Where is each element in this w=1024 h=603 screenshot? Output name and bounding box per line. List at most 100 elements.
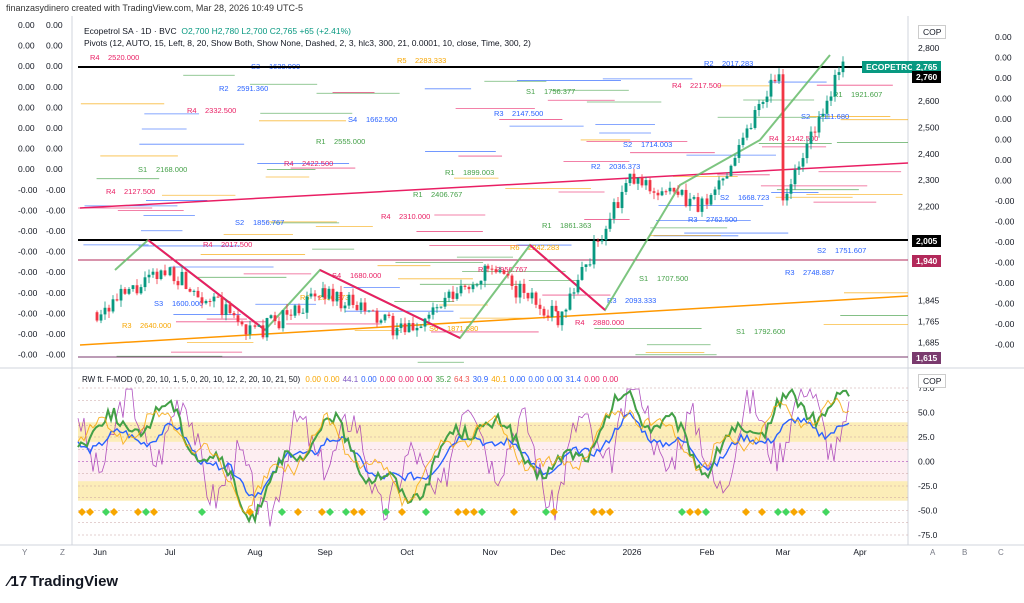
candle-body [483,265,487,281]
candle-body [463,285,467,287]
osc-line-green [77,387,850,525]
candle-body [317,296,321,298]
pivot-level-value: 1756.377 [544,87,575,96]
osc-band-lower [78,481,908,501]
candle-body [200,297,204,304]
candle-body [347,294,351,306]
ohlc-values: O2,700 H2,780 L2,700 C2,765 +65 (+2.41%) [181,26,351,36]
osc-signal-diamond [478,508,486,516]
price-axis-tick: 2,300 [918,175,940,185]
pivot-level-value: 2017.500 [221,240,252,249]
candle-body [371,310,375,312]
candle-body [725,176,729,179]
right-zero-tick: -0.00 [995,237,1015,247]
price-axis-tag: 1,940 [912,255,942,267]
candle-body [757,103,761,111]
candle-body [789,184,793,194]
candle-body [817,116,821,133]
pivot-level-value: 1600.000 [172,299,203,308]
left-scale-tick: -0.00 [18,226,38,236]
pivot-level-tag: S2 [623,140,632,149]
osc-signal-diamond [742,508,750,516]
pivot-level-value: 1792.600 [754,327,785,336]
candle-body [335,291,339,302]
symbol-title[interactable]: Ecopetrol SA · 1D · BVC [84,26,177,36]
price-axis-tick: 2,400 [918,149,940,159]
candle-body [411,323,415,331]
left-scale-tick-2: 0.00 [46,164,63,174]
candle-body [220,297,224,316]
price-axis-tag: 2,765 [912,61,942,73]
pivot-level-tag: R4 [575,318,585,327]
osc-signal-diamond [422,508,430,516]
right-zero-tick: -0.00 [995,196,1015,206]
candle-body [538,304,542,309]
candle-body [825,100,829,114]
pivot-level-tag: S3 [154,299,163,308]
pivot-level-tag: R4 [769,134,779,143]
candle-body [383,314,387,321]
pivot-level-value: 2520.000 [108,53,139,62]
osc-signal-diamond [78,508,86,516]
candle-body [423,318,427,327]
osc-axis-tick: -50.0 [918,506,938,516]
osc-signal-diamond [606,508,614,516]
pivots-indicator-label[interactable]: Pivots (12, AUTO, 15, Left, 8, 20, Show … [84,38,531,48]
candle-body [403,323,407,333]
oscillator-value: 0.00 [324,375,340,384]
left-scale-tick-2: -0.00 [46,205,66,215]
pivot-level-value: 2332.500 [205,106,236,115]
candle-body [212,296,216,302]
candle-body [431,307,435,315]
pivot-level-tag: R5 [397,56,407,65]
candle-body [506,273,510,276]
zigzag-pink-2 [319,269,461,339]
candle-body [455,293,459,299]
osc-signal-diamond [550,508,558,516]
pivot-level-value: 1714.003 [641,140,672,149]
trendline-pink [79,162,909,209]
candle-body [498,270,502,273]
candle-body [556,311,560,326]
oscillator-value: 0.00 [305,375,321,384]
candle-body [490,268,494,270]
candle-body [240,321,244,325]
left-scale-tick: 0.00 [18,61,35,71]
pivot-level-tag: S4 [348,115,357,124]
candle-body [459,285,463,294]
left-scale-tick-2: 0.00 [46,20,63,30]
oscillator-value: 0.00 [546,375,563,384]
osc-axis-tick: 0.00 [918,457,935,467]
left-scale-tick: 0.00 [18,41,35,51]
zigzag-pink-3 [529,244,606,311]
candle-body [281,310,285,329]
symbol-price-tag-label: ECOPETROL [862,61,923,73]
oscillator-value: 31.4 [565,375,582,384]
left-scale-tick: -0.00 [18,267,38,277]
left-scale-tick-2: -0.00 [46,288,66,298]
osc-signal-diamond [598,508,606,516]
osc-signal-diamond [798,508,806,516]
price-axis-tag: 1,615 [912,352,942,364]
time-axis-label: Jun [93,547,107,557]
time-axis-label: Sep [317,547,332,557]
osc-axis-tick: 75.0 [918,383,935,393]
osc-signal-diamond [510,508,518,516]
candle-body [502,270,506,274]
pivot-level-value: 1861.363 [560,221,591,230]
price-axis-tick: 1,765 [918,316,940,326]
candle-body [668,187,672,192]
candle-body [188,288,192,292]
time-axis-label: 2026 [623,547,642,557]
candle-body [700,198,704,212]
candle-body [331,288,335,302]
oscillator-label[interactable]: RW ft. F-MOD (0, 20, 10, 1, 5, 0, 20, 10… [82,375,301,384]
pivot-level-tag: R6 [300,293,310,302]
candle-body [387,314,391,316]
left-scale-tick: 0.00 [18,102,35,112]
candle-body [285,310,289,315]
osc-line-blue [77,412,850,499]
candle-body [204,300,208,304]
osc-signal-diamond [462,508,470,516]
